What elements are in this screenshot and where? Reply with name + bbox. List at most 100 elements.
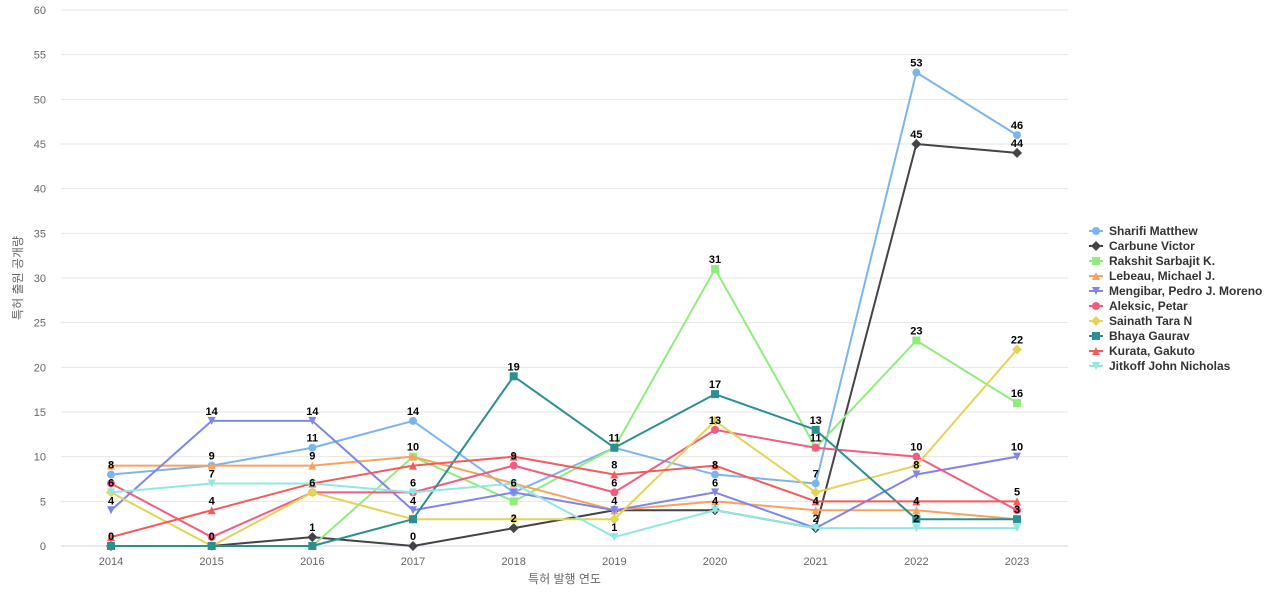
data-point xyxy=(711,506,720,515)
legend-item[interactable]: Mengibar, Pedro J. Moreno xyxy=(1089,284,1262,298)
legend-item[interactable]: Carbune Victor xyxy=(1089,239,1195,253)
data-point xyxy=(1013,497,1022,506)
data-point xyxy=(912,497,921,506)
x-tick-label: 2022 xyxy=(904,556,928,568)
data-point xyxy=(409,452,418,461)
data-label: 16 xyxy=(1011,388,1023,400)
data-point xyxy=(107,488,115,497)
data-point xyxy=(711,425,720,434)
data-label: 2 xyxy=(913,513,919,525)
data-point xyxy=(610,470,619,479)
series xyxy=(107,372,1022,550)
series xyxy=(107,452,1022,524)
data-point xyxy=(811,524,820,533)
data-label: 11 xyxy=(609,433,621,445)
data-point xyxy=(308,416,317,425)
data-point xyxy=(409,488,418,497)
legend-item[interactable]: Lebeau, Michael J. xyxy=(1089,269,1215,283)
data-point xyxy=(811,425,820,434)
series-line xyxy=(111,375,1018,547)
legend-label: Rakshit Sarbajit K. xyxy=(1109,254,1215,268)
data-point xyxy=(308,542,317,550)
legend-item[interactable]: Bhaya Gaurav xyxy=(1089,329,1190,343)
data-label: 10 xyxy=(407,442,419,454)
series-line xyxy=(110,348,1018,547)
legend-label: Aleksic, Petar xyxy=(1109,299,1188,313)
data-label: 1 xyxy=(611,522,617,534)
data-point xyxy=(408,541,419,551)
data-point xyxy=(509,488,518,497)
data-point xyxy=(509,452,518,461)
series-line xyxy=(110,455,1018,539)
data-label: 8 xyxy=(913,460,919,472)
legend-symbol xyxy=(1092,302,1100,310)
y-axis-ticks: 0 5 10 15 20 25 30 35 40 45 50 55 60 xyxy=(34,5,46,553)
legend-item[interactable]: Aleksic, Petar xyxy=(1089,299,1188,313)
legend-item[interactable]: Sainath Tara N xyxy=(1089,314,1192,328)
legend-item[interactable]: Rakshit Sarbajit K. xyxy=(1089,254,1215,268)
data-label: 46 xyxy=(1011,120,1023,132)
y-tick-label: 30 xyxy=(34,273,46,285)
series-line xyxy=(111,455,1018,521)
series xyxy=(107,479,1022,542)
data-label: 2 xyxy=(511,513,517,525)
data-point xyxy=(912,515,921,524)
data-point xyxy=(811,443,820,452)
data-point xyxy=(509,372,518,381)
data-point xyxy=(207,461,216,470)
data-point xyxy=(307,532,318,543)
legend-symbol xyxy=(1091,316,1101,326)
x-tick-label: 2023 xyxy=(1005,556,1029,568)
data-label: 44 xyxy=(1011,138,1024,150)
data-label: 10 xyxy=(910,442,922,454)
data-label: 53 xyxy=(910,58,922,70)
x-axis-ticks: 2014 2015 2016 2017 2018 2019 2020 2021 2022 2023 xyxy=(99,556,1030,568)
data-point xyxy=(207,479,216,488)
data-point xyxy=(711,488,720,497)
series-line xyxy=(110,482,1018,539)
y-tick-label: 50 xyxy=(34,94,46,106)
data-point xyxy=(1013,506,1022,515)
x-tick-label: 2020 xyxy=(703,556,727,568)
series-line xyxy=(110,71,1018,494)
legend-label: Sainath Tara N xyxy=(1109,314,1192,328)
data-point xyxy=(1013,524,1022,533)
data-label: 2 xyxy=(813,513,819,525)
data-point xyxy=(409,515,418,524)
data-label: 8 xyxy=(611,460,617,472)
series xyxy=(107,452,1022,542)
data-point xyxy=(610,506,619,515)
legend-label: Kurata, Gakuto xyxy=(1109,344,1195,358)
data-point xyxy=(107,542,115,550)
data-point xyxy=(912,336,921,345)
legend-label: Mengibar, Pedro J. Moreno xyxy=(1109,284,1262,298)
data-label: 11 xyxy=(810,433,822,445)
data-label: 9 xyxy=(511,451,517,463)
data-labels: 8640149740141196114106401996211864131171… xyxy=(108,58,1024,543)
data-point xyxy=(1013,131,1022,140)
data-point xyxy=(308,443,317,452)
data-label: 7 xyxy=(813,468,819,480)
data-point xyxy=(1012,147,1023,158)
data-point xyxy=(207,506,216,515)
data-label: 6 xyxy=(410,477,416,489)
data-label: 1 xyxy=(309,522,315,534)
legend-symbol xyxy=(1092,257,1100,265)
data-point xyxy=(610,533,619,542)
x-tick-label: 2014 xyxy=(99,556,123,568)
legend-label: Bhaya Gaurav xyxy=(1109,329,1190,343)
data-point xyxy=(107,470,115,479)
y-tick-label: 35 xyxy=(34,228,46,240)
data-point xyxy=(509,461,518,470)
legend-item[interactable]: Kurata, Gakuto xyxy=(1089,344,1195,358)
data-point xyxy=(811,506,820,515)
data-label: 8 xyxy=(108,460,114,472)
data-point xyxy=(207,542,216,550)
series-lines xyxy=(106,68,1023,551)
data-label: 4 xyxy=(913,495,920,507)
legend-item[interactable]: Sharifi Matthew xyxy=(1089,224,1198,238)
data-label: 45 xyxy=(910,129,922,141)
legend-item[interactable]: Jitkoff John Nicholas xyxy=(1089,359,1231,373)
data-point xyxy=(711,461,720,470)
